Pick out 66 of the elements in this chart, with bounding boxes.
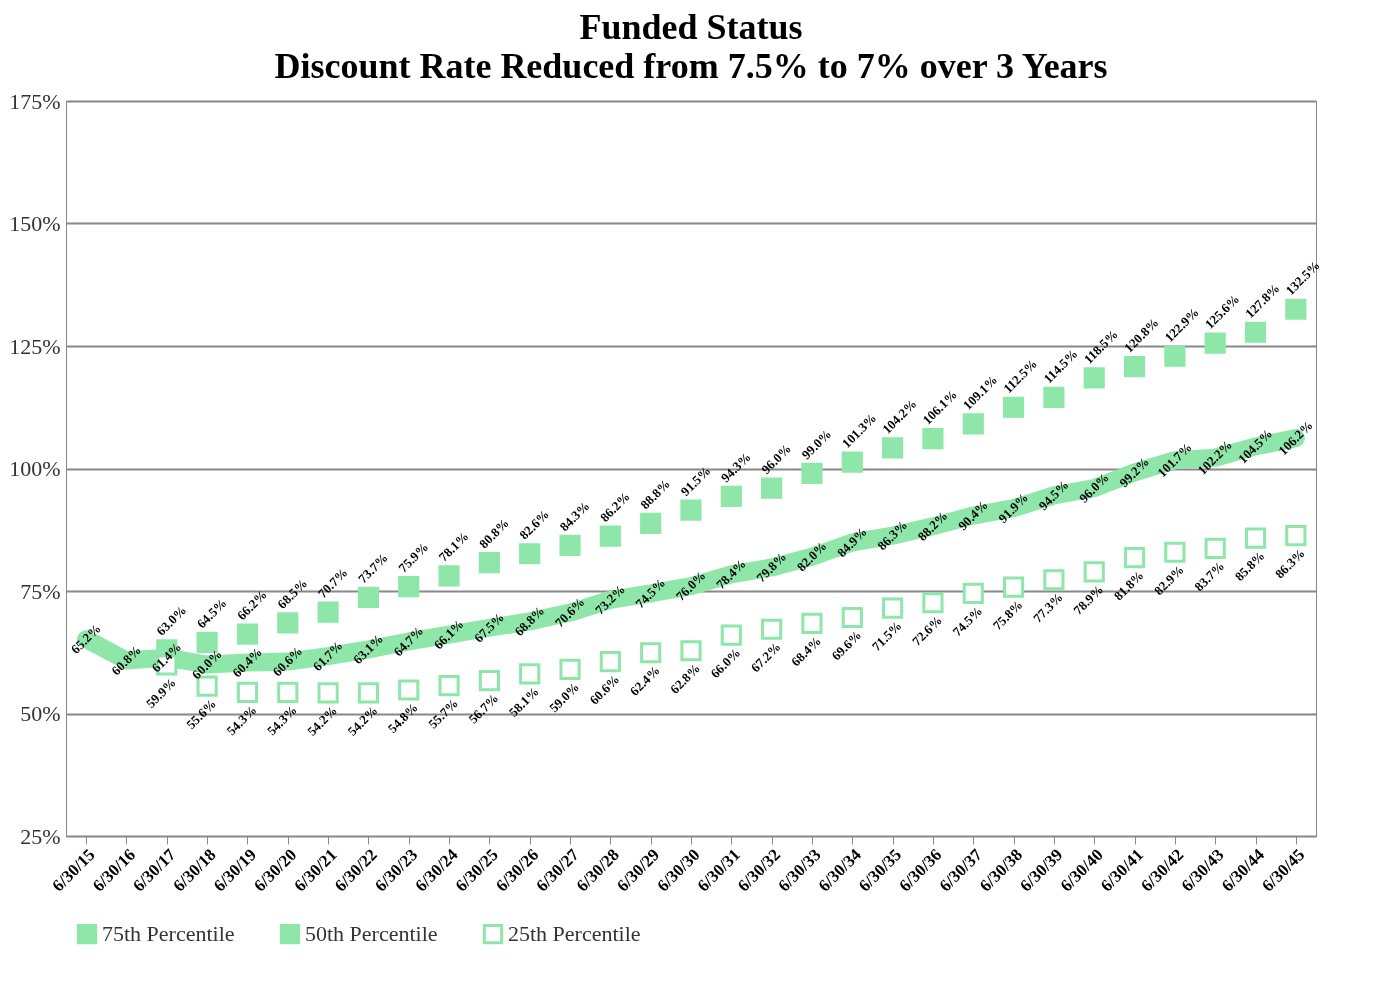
point	[1164, 541, 1186, 563]
point	[478, 552, 500, 574]
point	[478, 670, 500, 692]
y-tick-label: 175%	[9, 88, 61, 114]
point	[761, 477, 783, 499]
point	[1244, 527, 1267, 549]
point	[761, 618, 783, 640]
point	[519, 543, 541, 565]
point	[1083, 367, 1105, 389]
point	[236, 681, 259, 704]
chart-subtitle: Discount Rate Reduced from 7.5% to 7% over 3 Years	[274, 46, 1108, 86]
point	[559, 534, 581, 557]
point	[922, 428, 944, 450]
y-tick-label: 25%	[20, 823, 61, 849]
point	[1204, 332, 1226, 354]
point	[438, 565, 460, 587]
point	[640, 642, 662, 664]
point	[1003, 396, 1025, 418]
y-tick-label: 125%	[9, 333, 61, 359]
point	[1285, 525, 1307, 547]
point	[1043, 569, 1065, 591]
point	[1285, 298, 1307, 320]
point	[277, 612, 299, 634]
point	[317, 682, 339, 704]
point	[680, 499, 702, 521]
point	[317, 601, 339, 623]
point	[962, 582, 984, 605]
y-tick-label: 150%	[9, 211, 61, 236]
point	[398, 576, 420, 598]
point	[357, 586, 379, 608]
point	[841, 451, 863, 473]
point	[1003, 576, 1025, 598]
point	[801, 462, 823, 484]
point	[882, 597, 904, 619]
point	[841, 606, 863, 629]
point	[720, 624, 742, 646]
point	[640, 512, 662, 534]
point	[519, 663, 541, 685]
y-tick-label: 50%	[20, 701, 61, 726]
point	[559, 658, 581, 680]
point	[357, 682, 379, 704]
point	[1083, 561, 1105, 583]
point	[277, 681, 299, 704]
point	[398, 679, 420, 701]
y-tick-label: 75%	[20, 578, 61, 604]
chart-title: Funded Status	[579, 7, 803, 47]
point	[236, 623, 259, 645]
point	[801, 612, 823, 634]
point	[922, 592, 944, 614]
point	[1123, 547, 1146, 569]
point	[882, 437, 904, 459]
point	[599, 525, 621, 547]
point	[1204, 537, 1226, 559]
point	[720, 485, 742, 508]
point	[438, 674, 460, 697]
legend-label: 75th Percentile	[102, 921, 235, 947]
point	[1164, 345, 1186, 367]
legend-label: 50th Percentile	[305, 921, 438, 947]
point	[1123, 356, 1146, 378]
y-tick-label: 100%	[9, 456, 61, 481]
legend-label: 25th Percentile	[508, 921, 641, 947]
point	[1244, 321, 1267, 343]
point	[1043, 386, 1065, 409]
point	[962, 413, 984, 435]
point	[599, 650, 621, 673]
point	[680, 640, 702, 662]
